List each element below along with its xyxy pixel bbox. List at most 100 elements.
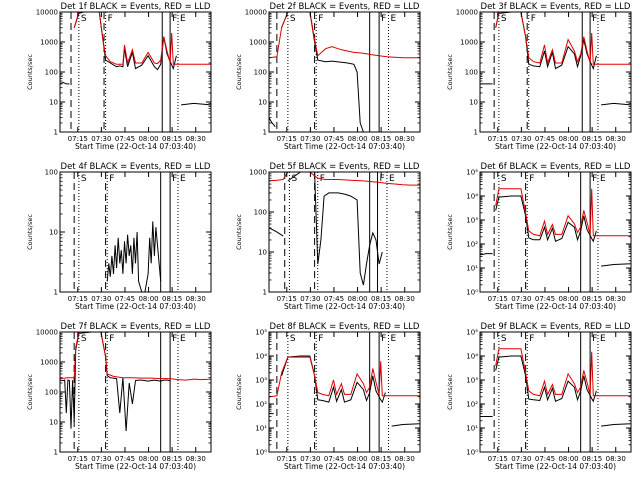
- y-tick-label: 1: [54, 449, 58, 457]
- segment-label: E: [389, 174, 395, 184]
- x-tick-label: 08:15: [371, 135, 391, 143]
- y-tick-label: 1000: [40, 359, 58, 367]
- x-tick-label: 08:15: [162, 295, 182, 303]
- y-tick-label: 10: [49, 99, 58, 107]
- x-tick-label: 07:30: [300, 455, 320, 463]
- events-series-line: [269, 355, 420, 427]
- y-tick-label: 1: [474, 129, 478, 137]
- y-tick-label: 10²: [466, 241, 478, 249]
- segment-label: S: [501, 174, 507, 184]
- x-axis-label: Start Time (22-Oct-14 07:03:40): [495, 462, 616, 471]
- panel-title: Det 4f BLACK = Events, RED = LLD: [61, 162, 211, 172]
- events-series-line: [269, 12, 364, 132]
- x-tick-label: 07:15: [68, 455, 88, 463]
- y-tick-label: 1000: [249, 39, 267, 47]
- lld-series-line: [495, 348, 631, 397]
- x-tick-label: 07:30: [511, 295, 531, 303]
- y-axis-label: Counts/sec: [446, 214, 454, 250]
- segment-label: E: [600, 174, 606, 184]
- y-tick-label: 10⁵: [466, 169, 478, 177]
- x-tick-label: 08:00: [558, 295, 578, 303]
- x-tick-label: 07:45: [115, 295, 135, 303]
- y-tick-label: 1000: [249, 169, 267, 177]
- y-axis-label: Counts/sec: [26, 54, 34, 90]
- y-tick-label: 10²: [255, 401, 267, 409]
- plot-frame: [268, 331, 421, 453]
- y-tick-label: 1: [54, 289, 58, 297]
- x-tick-label: 08:30: [395, 295, 415, 303]
- x-tick-label: 07:45: [535, 295, 555, 303]
- y-tick-label: 10: [469, 99, 478, 107]
- y-tick-label: 10⁰: [255, 449, 267, 457]
- segment-label: S: [290, 334, 296, 344]
- y-axis-label: Counts/sec: [235, 214, 243, 250]
- y-tick-label: 10¹: [255, 425, 267, 433]
- segment-label: S: [501, 14, 507, 24]
- x-tick-label: 07:30: [91, 455, 111, 463]
- x-tick-label: 08:15: [371, 295, 391, 303]
- x-tick-label: 08:30: [186, 135, 206, 143]
- y-tick-label: 10: [258, 249, 267, 257]
- lld-series-line: [269, 356, 420, 398]
- segment-label: S: [291, 174, 297, 184]
- panel-title: Det 5f BLACK = Events, RED = LLD: [270, 162, 420, 172]
- lld-series-line: [495, 188, 631, 237]
- segment-label: F: [109, 334, 114, 344]
- y-axis-label: Counts/sec: [446, 374, 454, 410]
- x-tick-label: 07:30: [91, 295, 111, 303]
- x-tick-label: 07:45: [324, 295, 344, 303]
- segment-label: E: [180, 14, 186, 24]
- y-axis-label: Counts/sec: [235, 54, 243, 90]
- y-tick-label: 10⁵: [255, 329, 267, 337]
- y-axis-label: Counts/sec: [26, 374, 34, 410]
- lld-series-line: [495, 12, 631, 65]
- y-tick-label: 100: [254, 209, 267, 217]
- x-tick-label: 07:30: [511, 135, 531, 143]
- segment-label: S: [501, 334, 507, 344]
- y-tick-label: 10⁴: [466, 353, 478, 361]
- x-tick-label: 08:00: [138, 455, 158, 463]
- y-tick-label: 10: [49, 229, 58, 237]
- y-tick-label: 1000: [460, 39, 478, 47]
- x-tick-label: 08:30: [395, 455, 415, 463]
- x-tick-label: 07:30: [300, 135, 320, 143]
- x-tick-label: 07:15: [488, 135, 508, 143]
- y-tick-label: 100: [465, 69, 478, 77]
- y-tick-label: 10¹: [466, 425, 478, 433]
- x-tick-label: 07:15: [277, 295, 297, 303]
- segment-label: E: [391, 14, 397, 24]
- events-series-line: [60, 332, 171, 432]
- x-tick-label: 07:45: [115, 135, 135, 143]
- lld-series-line: [269, 172, 420, 186]
- x-tick-label: 08:00: [558, 135, 578, 143]
- segment-label: E: [600, 14, 606, 24]
- plot-frame: [479, 11, 632, 133]
- events-series-line: [106, 221, 162, 292]
- x-tick-label: 08:30: [186, 295, 206, 303]
- x-axis-label: Start Time (22-Oct-14 07:03:40): [75, 302, 196, 311]
- x-tick-label: 08:15: [582, 135, 602, 143]
- x-tick-label: 08:30: [606, 455, 626, 463]
- plot-frame: [59, 171, 212, 293]
- segment-label: F: [592, 334, 597, 344]
- x-tick-label: 08:15: [162, 135, 182, 143]
- x-tick-label: 08:00: [347, 135, 367, 143]
- x-axis-label: Start Time (22-Oct-14 07:03:40): [495, 142, 616, 151]
- y-tick-label: 10⁴: [466, 193, 478, 201]
- y-tick-label: 10³: [466, 217, 478, 225]
- y-tick-label: 10⁵: [466, 329, 478, 337]
- segment-label: F: [172, 174, 177, 184]
- plot-frame: [479, 331, 632, 453]
- x-tick-label: 08:00: [558, 455, 578, 463]
- x-tick-label: 08:00: [138, 135, 158, 143]
- segment-label: F: [109, 174, 114, 184]
- x-tick-label: 08:30: [186, 455, 206, 463]
- segment-label: F: [529, 174, 534, 184]
- x-tick-label: 07:45: [324, 135, 344, 143]
- x-tick-label: 08:30: [606, 295, 626, 303]
